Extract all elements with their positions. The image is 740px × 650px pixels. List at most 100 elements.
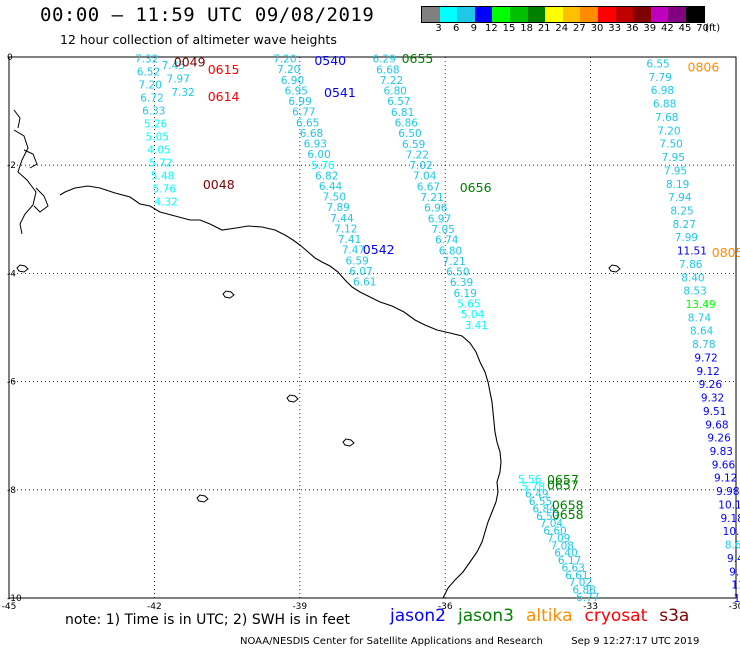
swh-value: 6.72 bbox=[140, 93, 163, 105]
swh-value: 7.04 bbox=[413, 171, 437, 183]
legend-label: 12 bbox=[485, 23, 498, 34]
x-tick-label: -42 bbox=[147, 602, 162, 612]
swh-value: 6.68 bbox=[376, 64, 399, 76]
map-frame bbox=[8, 56, 737, 599]
swh-value: 7.04 bbox=[540, 518, 564, 530]
swh-value: 7.02 bbox=[569, 577, 592, 589]
swh-value: 6.77 bbox=[576, 592, 599, 604]
swh-value: 7.20 bbox=[139, 80, 162, 92]
swh-value: 7.68 bbox=[655, 112, 678, 124]
swh-value: 7.21 bbox=[442, 256, 465, 268]
coastline-fragment bbox=[13, 109, 21, 129]
swh-value: 8.78 bbox=[692, 339, 715, 351]
swh-value: 7.20 bbox=[657, 125, 680, 137]
swh-value: 7.02 bbox=[409, 160, 432, 172]
swh-value: 7.94 bbox=[668, 192, 692, 204]
legend-label: 24 bbox=[555, 23, 569, 34]
swh-value: 7.97 bbox=[167, 74, 190, 86]
swh-value: 7.50 bbox=[323, 192, 346, 204]
axis-ticks: -45 -42 -39 -36 -33 -30 0 -2 -4 -6 -8 -10 bbox=[2, 53, 740, 612]
swh-value: 5.05 bbox=[146, 132, 169, 144]
swh-value: 8.64 bbox=[690, 326, 714, 338]
swh-value: 7.09 bbox=[547, 533, 570, 545]
y-tick-label: 0 bbox=[7, 53, 13, 63]
swh-value: 6.82 bbox=[315, 170, 338, 182]
swh-value: 6.52 bbox=[137, 67, 160, 79]
swh-value: 9.51 bbox=[703, 406, 726, 418]
swh-value: 6.67 bbox=[417, 181, 440, 193]
swh-value: 11. bbox=[731, 580, 740, 592]
swh-value: 8.40 bbox=[681, 272, 704, 284]
swh-value: 7.12 bbox=[334, 223, 357, 235]
swh-value: 6.29 bbox=[373, 54, 396, 66]
legend-label: 15 bbox=[502, 23, 516, 34]
swh-track-0049: 7.326.527.206.726.335.265.054.055.725.48… bbox=[135, 54, 178, 209]
credit-text: NOAA/NESDIS Center for Satellite Applica… bbox=[240, 636, 543, 647]
footer-note: note: 1) Time is in UTC; 2) SWH is in fe… bbox=[65, 612, 351, 628]
swh-value: 9.12 bbox=[696, 366, 719, 378]
legend-label: 18 bbox=[520, 23, 533, 34]
island-outline bbox=[286, 394, 299, 403]
swh-value: 6.40 bbox=[554, 548, 577, 560]
y-tick-label: -4 bbox=[7, 269, 16, 279]
swh-value: 5.78 bbox=[522, 481, 545, 493]
swh-value: 7.32 bbox=[171, 87, 194, 99]
island-outline bbox=[608, 264, 621, 273]
swh-value: 6.95 bbox=[285, 85, 308, 97]
swh-value: 5.65 bbox=[457, 299, 480, 311]
track-time-label: 0614 bbox=[208, 89, 240, 104]
swh-value: 6.65 bbox=[296, 117, 319, 129]
x-tick-label: -30 bbox=[729, 602, 740, 612]
swh-value: 7.05 bbox=[431, 224, 454, 236]
swh-value: 5.56 bbox=[518, 474, 542, 486]
legend-label: 33 bbox=[608, 23, 621, 34]
swh-value: 6.44 bbox=[319, 181, 343, 193]
swh-value: 6.74 bbox=[435, 235, 459, 247]
swh-value: 13.49 bbox=[686, 299, 716, 311]
swh-value: 5.48 bbox=[151, 170, 174, 182]
swh-value: 7.20 bbox=[277, 64, 300, 76]
swh-track-0615: 7.45 7.977.32 bbox=[162, 60, 195, 99]
track-time-label: 0615 bbox=[208, 62, 240, 77]
track-time-label: 0655 bbox=[402, 51, 434, 66]
legend-swatch bbox=[580, 7, 598, 22]
legend-swatch bbox=[668, 7, 686, 22]
swh-value: 6.60 bbox=[543, 526, 566, 538]
swh-value: 6.55 bbox=[646, 58, 669, 70]
swh-track-0540: 7.207.206.906.956.996.776.656.686.936.00… bbox=[273, 54, 376, 289]
swh-value: 5.04 bbox=[461, 309, 485, 321]
coastline bbox=[13, 109, 621, 599]
swh-value: 6.96 bbox=[424, 203, 448, 215]
swh-value: 10.02 bbox=[723, 526, 740, 538]
island-outline bbox=[222, 290, 235, 299]
track-time-label: 0048 bbox=[203, 177, 235, 192]
swh-value: 7.08 bbox=[551, 540, 574, 552]
swh-value: 7.21 bbox=[420, 192, 443, 204]
swh-value: 6.80 bbox=[439, 245, 462, 257]
swh-value: 8.19 bbox=[666, 179, 689, 191]
swh-value: 3.41 bbox=[465, 320, 488, 332]
x-tick-label: -36 bbox=[438, 602, 453, 612]
swh-value: 6.81 bbox=[391, 107, 414, 119]
legend-label: 21 bbox=[537, 23, 551, 34]
swh-value: 7.95 bbox=[664, 165, 687, 177]
satellite-jason2: jason2 bbox=[390, 606, 446, 626]
map-gridlines bbox=[9, 57, 736, 598]
coastline-fragment bbox=[33, 187, 49, 213]
footer-credit: NOAA/NESDIS Center for Satellite Applica… bbox=[240, 636, 699, 647]
figure-subtitle: 12 hour collection of altimeter wave hei… bbox=[60, 32, 337, 47]
swh-value: 6.59 bbox=[402, 139, 425, 151]
swh-value: 8.53 bbox=[683, 286, 706, 298]
track-time-label: 0806 bbox=[688, 60, 720, 75]
legend-swatch bbox=[474, 7, 493, 22]
swh-value: 7.95 bbox=[662, 152, 685, 164]
legend-label: 9 bbox=[470, 23, 477, 34]
track-time-label: 0656 bbox=[460, 180, 492, 195]
credit-timestamp: Sep 9 12:27:17 UTC 2019 bbox=[571, 636, 700, 647]
legend-swatch bbox=[545, 7, 563, 22]
swh-value: 9.32 bbox=[701, 393, 724, 405]
legend-swatch bbox=[633, 7, 651, 22]
legend-swatch bbox=[422, 7, 440, 22]
swh-value: 5.72 bbox=[149, 157, 172, 169]
